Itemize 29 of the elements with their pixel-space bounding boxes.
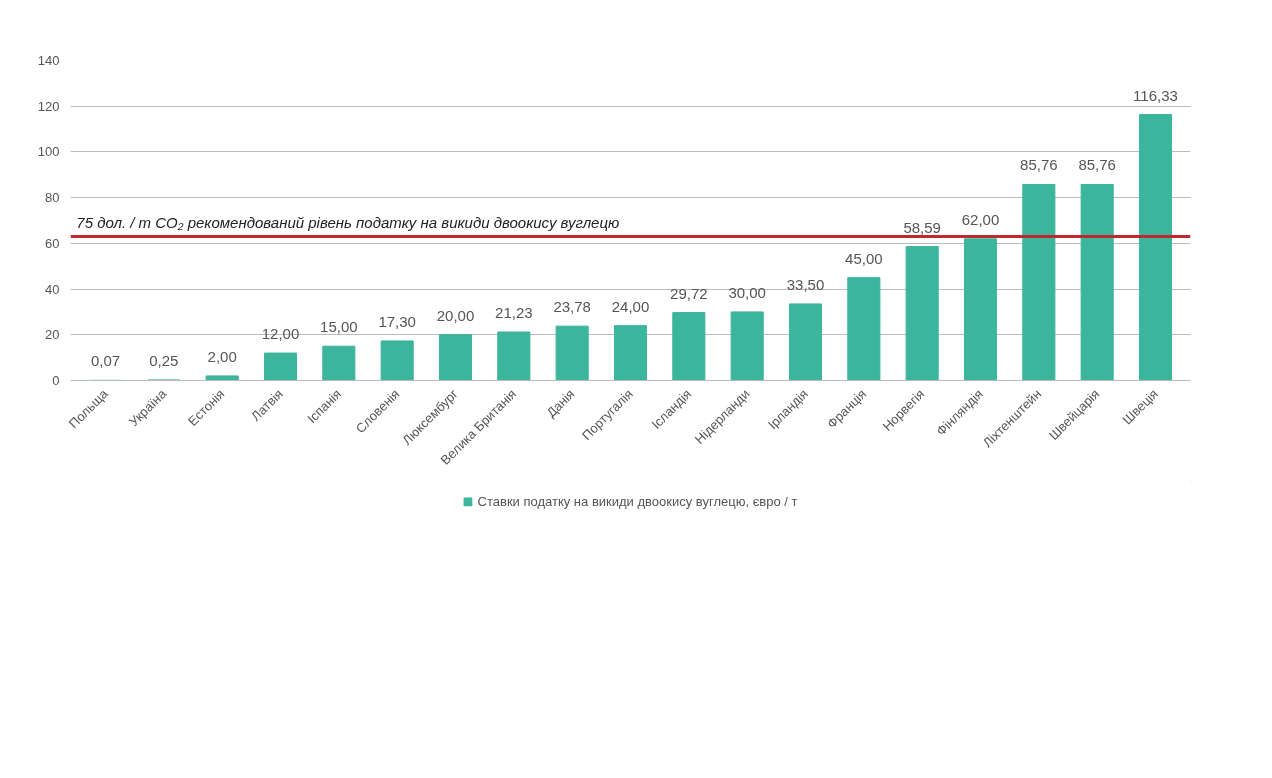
data-label: 20,00 [436, 306, 475, 324]
y-tick-label: 120 [37, 98, 60, 114]
data-label: 58,59 [903, 218, 941, 236]
data-label: 33,50 [786, 275, 825, 293]
data-label: 116,33 [1133, 86, 1178, 104]
y-tick-label: 80 [45, 190, 60, 206]
data-label: 24,00 [611, 297, 650, 315]
data-label: 12,00 [261, 325, 300, 343]
legend-label: Ставки податку на викиди двоокису вуглецю, євро / т [477, 493, 798, 509]
data-label: 0,07 [90, 352, 121, 370]
data-label: 2,00 [207, 347, 237, 365]
data-label: 62,00 [961, 210, 1000, 228]
ref-line-label: 75 дол. / т CO₂ рекомендований рівень податку на викиди двоокису вуглецю [76, 213, 620, 231]
data-label: 85,76 [1020, 156, 1058, 174]
data-label: 29,72 [670, 284, 708, 302]
y-tick-label: 100 [37, 144, 60, 160]
data-label: 15,00 [320, 318, 358, 336]
data-label: 30,00 [728, 283, 766, 301]
data-label: 21,23 [495, 303, 533, 321]
y-tick-label: 0 [52, 373, 60, 388]
y-tick-label: 140 [37, 53, 60, 68]
y-tick-label: 20 [45, 327, 60, 343]
data-label: 0,25 [149, 351, 179, 369]
data-label: 85,76 [1078, 156, 1116, 174]
y-tick-label: 40 [45, 281, 60, 297]
y-tick-label: 60 [45, 235, 60, 251]
data-label: 45,00 [845, 249, 883, 267]
data-label: 17,30 [378, 312, 416, 330]
data-label: 23,78 [553, 298, 591, 316]
